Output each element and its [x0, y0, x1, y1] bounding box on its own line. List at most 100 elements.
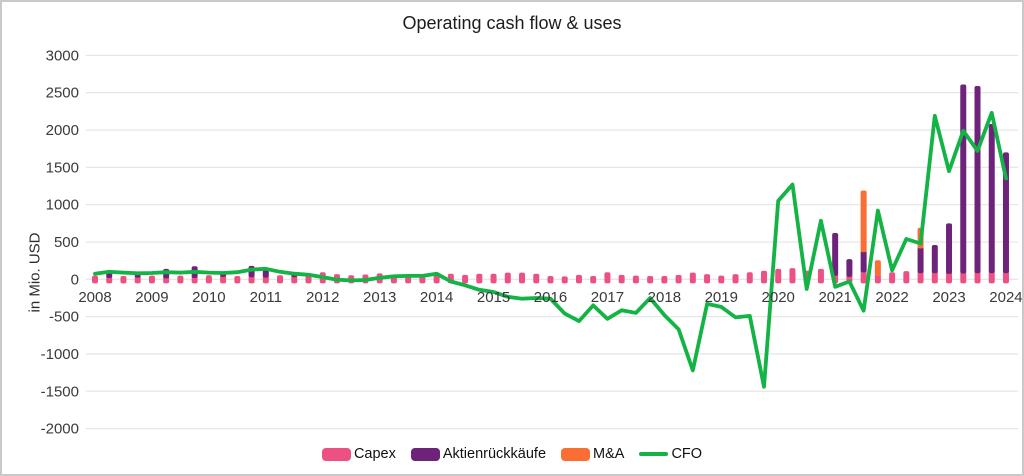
x-tick-label: 2023 [932, 289, 965, 306]
y-tick-label: 500 [54, 234, 79, 251]
x-tick-label: 2012 [306, 289, 339, 306]
capex-bar [746, 272, 753, 284]
capex-bar [661, 275, 668, 284]
capex-bar [504, 272, 511, 284]
capex-bar [903, 271, 910, 284]
legend-item-cfo: CFO [639, 446, 702, 462]
x-tick-label: 2019 [705, 289, 738, 306]
x-tick-label: 2015 [477, 289, 510, 306]
capex-bar [604, 272, 611, 284]
x-tick-label: 2010 [192, 289, 225, 306]
mna-bar [874, 260, 881, 276]
capex-bar [760, 270, 767, 284]
x-tick-label: 2009 [135, 289, 168, 306]
capex-bar [177, 275, 184, 284]
capex-bar [817, 268, 824, 284]
capex-bar [575, 274, 582, 284]
capex-bar [134, 275, 141, 284]
y-tick-label: 1000 [46, 197, 79, 214]
y-tick-label: 2000 [46, 122, 79, 139]
x-tick-label: 2011 [250, 289, 282, 306]
capex-bar [1002, 271, 1009, 284]
capex-bar [234, 275, 241, 284]
capex-bar [476, 273, 483, 284]
capex-bar [462, 274, 469, 284]
capex-bar [860, 270, 867, 284]
x-tick-label: 2024 [989, 289, 1022, 306]
y-tick-label: -500 [49, 309, 79, 326]
buyback-bar [846, 259, 853, 277]
capex-bar [547, 275, 554, 284]
buyback-bar [988, 124, 995, 274]
buyback-bar [832, 233, 839, 276]
capex-bar [718, 275, 725, 284]
capex-bar [732, 274, 739, 284]
legend-label-buyback: Aktienrückkäufe [442, 446, 547, 462]
mna-bar [860, 190, 867, 253]
buyback-bar [917, 246, 924, 274]
legend-swatch-cfo [639, 452, 669, 456]
capex-bar [675, 274, 682, 284]
buyback-bar [960, 84, 967, 274]
capex-bar [561, 276, 568, 284]
capex-bar [775, 268, 782, 284]
y-tick-label: -1000 [41, 346, 79, 363]
legend-item-buyback: Aktienrückkäufe [410, 446, 547, 462]
legend-item-capex: Capex [321, 446, 396, 462]
buyback-bar [974, 85, 981, 274]
capex-bar [704, 274, 711, 284]
legend-swatch-mna [561, 447, 591, 461]
buyback-bar [860, 250, 867, 273]
capex-bar [917, 271, 924, 284]
y-tick-label: 2500 [46, 85, 79, 102]
capex-bar [618, 274, 625, 284]
x-tick-label: 2021 [818, 289, 851, 306]
y-tick-label: 0 [71, 271, 79, 288]
y-tick-label: 1500 [46, 159, 79, 176]
buyback-bar [946, 223, 953, 274]
capex-bar [120, 275, 127, 284]
capex-bar [205, 275, 212, 284]
capex-bar [248, 275, 255, 284]
capex-bar [960, 271, 967, 284]
x-tick-label: 2008 [78, 289, 111, 306]
chart-title: Operating cash flow & uses [402, 13, 622, 33]
x-tick-label: 2014 [420, 289, 453, 306]
capex-bar [647, 275, 654, 284]
cfo-line [93, 110, 1008, 389]
buyback-bar [1002, 152, 1009, 274]
legend-label-cfo: CFO [671, 446, 703, 462]
legend-label-mna: M&A [593, 446, 625, 462]
capex-bar [590, 275, 597, 284]
x-tick-label: 2018 [648, 289, 681, 306]
capex-bar [974, 271, 981, 284]
legend-label-capex: Capex [353, 446, 396, 462]
y-tick-label: -1500 [41, 383, 79, 400]
capex-bar [433, 274, 440, 284]
capex-bar [148, 275, 155, 284]
legend-item-mna: M&A [561, 446, 624, 462]
capex-bar [519, 272, 526, 284]
capex-bar [291, 275, 298, 284]
y-tick-label: 3000 [46, 47, 79, 64]
y-tick-label: -2000 [41, 421, 79, 438]
x-tick-label: 2022 [875, 289, 908, 306]
capex-bar [789, 268, 796, 284]
buyback-bar [931, 244, 938, 274]
capex-bar [874, 273, 881, 284]
capex-bar [689, 272, 696, 284]
capex-bar [632, 275, 639, 284]
x-tick-label: 2020 [762, 289, 795, 306]
legend-swatch-buyback [410, 447, 440, 461]
legend-swatch-capex [321, 447, 351, 461]
capex-bar [533, 273, 540, 284]
capex-bar [490, 273, 497, 284]
capex-bar [220, 274, 227, 284]
capex-bar [262, 275, 269, 284]
chart-legend: Capex Aktienrückkäufe M&A CFO [2, 446, 1022, 462]
capex-bar [988, 271, 995, 284]
capex-bar [889, 272, 896, 284]
buyback-bar [134, 274, 141, 278]
x-tick-label: 2013 [363, 289, 396, 306]
